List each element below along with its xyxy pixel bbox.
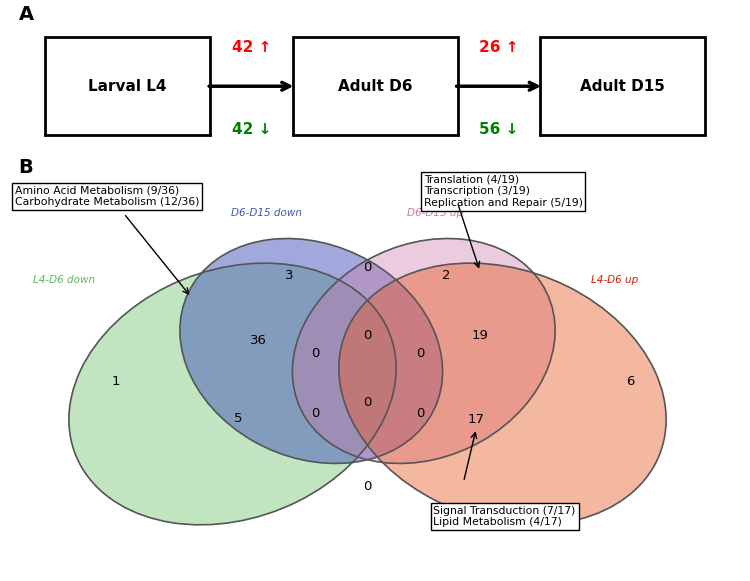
Text: 0: 0 xyxy=(363,329,372,342)
Text: L4-D6 up: L4-D6 up xyxy=(591,275,638,285)
Text: D6-D15 up: D6-D15 up xyxy=(407,209,463,218)
Text: A: A xyxy=(19,5,34,24)
Text: 1: 1 xyxy=(112,375,121,388)
Text: 0: 0 xyxy=(310,407,320,420)
Text: Signal Transduction (7/17)
Lipid Metabolism (4/17): Signal Transduction (7/17) Lipid Metabol… xyxy=(433,505,576,528)
Ellipse shape xyxy=(69,263,396,525)
Ellipse shape xyxy=(339,263,666,525)
Text: 19: 19 xyxy=(472,329,488,342)
Text: 56 ↓: 56 ↓ xyxy=(479,122,518,137)
Text: 5: 5 xyxy=(234,412,243,425)
Text: 26 ↑: 26 ↑ xyxy=(479,40,518,55)
Text: Amino Acid Metabolism (9/36)
Carbohydrate Metabolism (12/36): Amino Acid Metabolism (9/36) Carbohydrat… xyxy=(15,185,200,207)
Text: 0: 0 xyxy=(310,347,320,360)
Text: Larval L4: Larval L4 xyxy=(88,78,166,94)
Text: 0: 0 xyxy=(416,347,424,360)
FancyBboxPatch shape xyxy=(540,37,705,135)
Text: 0: 0 xyxy=(416,407,424,420)
FancyBboxPatch shape xyxy=(45,37,210,135)
Ellipse shape xyxy=(180,239,442,464)
Text: 42 ↓: 42 ↓ xyxy=(232,122,271,137)
Text: 2: 2 xyxy=(442,269,451,282)
Text: 17: 17 xyxy=(468,413,484,426)
Text: 36: 36 xyxy=(251,333,267,347)
Text: D6-D15 down: D6-D15 down xyxy=(231,209,302,218)
Ellipse shape xyxy=(292,239,555,464)
Text: 0: 0 xyxy=(363,396,372,409)
Text: Adult D15: Adult D15 xyxy=(580,78,665,94)
Text: 42 ↑: 42 ↑ xyxy=(232,40,271,55)
FancyBboxPatch shape xyxy=(292,37,458,135)
Text: Translation (4/19)
Transcription (3/19)
Replication and Repair (5/19): Translation (4/19) Transcription (3/19) … xyxy=(424,175,583,208)
Text: B: B xyxy=(19,157,34,177)
Text: 0: 0 xyxy=(363,261,372,274)
Text: L4-D6 down: L4-D6 down xyxy=(33,275,94,285)
Text: Adult D6: Adult D6 xyxy=(338,78,412,94)
Text: 3: 3 xyxy=(284,269,293,282)
Text: 0: 0 xyxy=(363,480,372,493)
Text: 6: 6 xyxy=(626,375,634,388)
